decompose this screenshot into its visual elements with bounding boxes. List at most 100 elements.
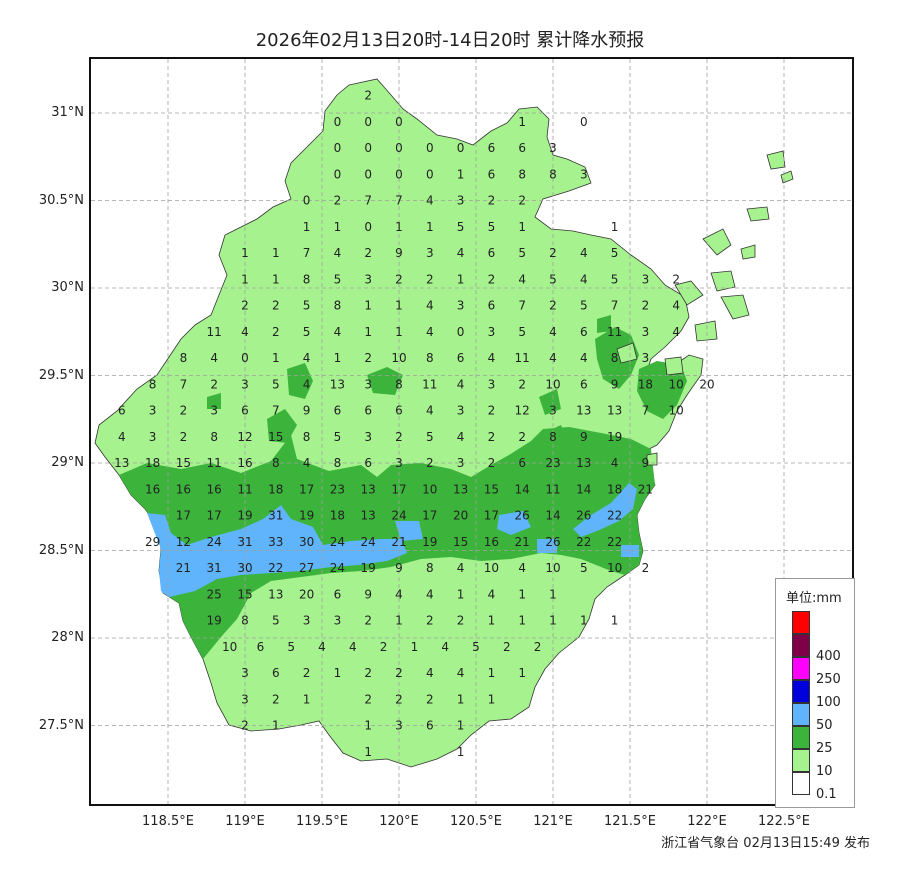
station-value: 4 (488, 351, 496, 365)
station-value: 5 (472, 640, 480, 654)
station-value: 10 (669, 404, 684, 418)
station-value: 3 (364, 272, 372, 286)
station-value: 18 (607, 482, 622, 496)
station-value: 1 (334, 220, 342, 234)
station-value: 3 (642, 325, 650, 339)
station-value: 8 (334, 299, 342, 313)
station-value: 9 (303, 404, 311, 418)
station-value: 8 (549, 430, 557, 444)
station-value: 2 (518, 430, 526, 444)
station-value: 21 (176, 561, 191, 575)
station-value: 2 (488, 194, 496, 208)
station-value: 1 (364, 325, 372, 339)
station-value: 1 (272, 351, 280, 365)
station-value: 8 (426, 561, 434, 575)
station-value: 16 (207, 482, 222, 496)
station-value: 1 (580, 614, 588, 628)
station-value: 0 (241, 351, 249, 365)
station-value: 1 (272, 719, 280, 733)
station-value: 5 (334, 272, 342, 286)
station-value: 7 (364, 194, 372, 208)
station-value: 7 (518, 299, 526, 313)
station-value: 4 (672, 299, 680, 313)
station-values: 20 0 0 1 00 0 0 0 0 6 6 30 0 0 0 1 6 8 8 30 2 7 7 4 3 2 21 1 0 1 1 5 5 1 1… (114, 89, 714, 759)
legend-swatch (792, 703, 810, 726)
station-value: 3 (395, 456, 403, 470)
station-value: 2 (488, 404, 496, 418)
station-value: 2 (426, 272, 434, 286)
station-value: 5 (457, 220, 465, 234)
station-value: 3 (488, 377, 496, 391)
station-value: 2 (395, 666, 403, 680)
station-value: 2 (272, 299, 280, 313)
station-value: 3 (549, 141, 557, 155)
station-value: 6 (364, 404, 372, 418)
station-value: 21 (638, 482, 653, 496)
station-value: 5 (518, 325, 526, 339)
station-value: 1 (272, 272, 280, 286)
station-value: 16 (237, 456, 252, 470)
station-value: 17 (299, 482, 314, 496)
station-value: 20 (299, 587, 314, 601)
station-value: 1 (364, 299, 372, 313)
station-value: 2 (272, 692, 280, 706)
station-value: 6 (334, 587, 342, 601)
station-value: 5 (303, 299, 311, 313)
station-value: 5 (611, 272, 619, 286)
station-value: 6 (457, 351, 465, 365)
legend-label: 250 (816, 672, 841, 687)
station-value: 24 (330, 535, 345, 549)
station-value: 9 (642, 456, 650, 470)
longitude-label: 119°E (225, 814, 265, 829)
station-value: 2 (303, 666, 311, 680)
station-value: 2 (488, 430, 496, 444)
station-value: 17 (422, 509, 437, 523)
station-value: 26 (515, 509, 530, 523)
station-value: 13 (607, 404, 622, 418)
station-value: 21 (391, 535, 406, 549)
station-value: 2 (241, 719, 249, 733)
station-value: 8 (303, 430, 311, 444)
station-value: 13 (268, 587, 283, 601)
station-value: 3 (241, 666, 249, 680)
station-value: 16 (484, 535, 499, 549)
station-value: 5 (611, 246, 619, 260)
station-value: 19 (361, 561, 376, 575)
station-value: 2 (395, 692, 403, 706)
station-value: 0 (334, 167, 342, 181)
legend-label: 50 (816, 718, 833, 733)
station-value: 1 (611, 614, 619, 628)
station-value: 6 (364, 456, 372, 470)
station-value: 2 (534, 640, 542, 654)
legend-label: 25 (816, 741, 833, 756)
station-value: 2 (503, 640, 511, 654)
station-value: 0 (395, 115, 403, 129)
station-value: 26 (576, 509, 591, 523)
station-value: 1 (549, 614, 557, 628)
station-value: 6 (426, 719, 434, 733)
station-value: 2 (334, 194, 342, 208)
legend-label: 0.1 (816, 787, 837, 802)
station-value: 6 (395, 404, 403, 418)
longitude-label: 120.5°E (450, 814, 502, 829)
station-value: 4 (426, 194, 434, 208)
station-value: 0 (395, 167, 403, 181)
station-value: 24 (391, 509, 406, 523)
longitude-label: 118.5°E (142, 814, 194, 829)
station-value: 1 (395, 220, 403, 234)
station-value: 1 (395, 614, 403, 628)
station-value: 1 (518, 115, 526, 129)
station-value: 3 (364, 377, 372, 391)
station-value: 4 (488, 587, 496, 601)
station-value: 1 (241, 246, 249, 260)
longitude-label: 120°E (379, 814, 419, 829)
station-value: 4 (303, 456, 311, 470)
latitude-label: 28°N (51, 630, 84, 645)
station-value: 11 (515, 351, 530, 365)
station-value: 4 (318, 640, 326, 654)
station-value: 1 (395, 325, 403, 339)
station-value: 1 (518, 220, 526, 234)
station-value: 19 (207, 614, 222, 628)
station-value: 22 (607, 535, 622, 549)
latitude-label: 30°N (51, 280, 84, 295)
